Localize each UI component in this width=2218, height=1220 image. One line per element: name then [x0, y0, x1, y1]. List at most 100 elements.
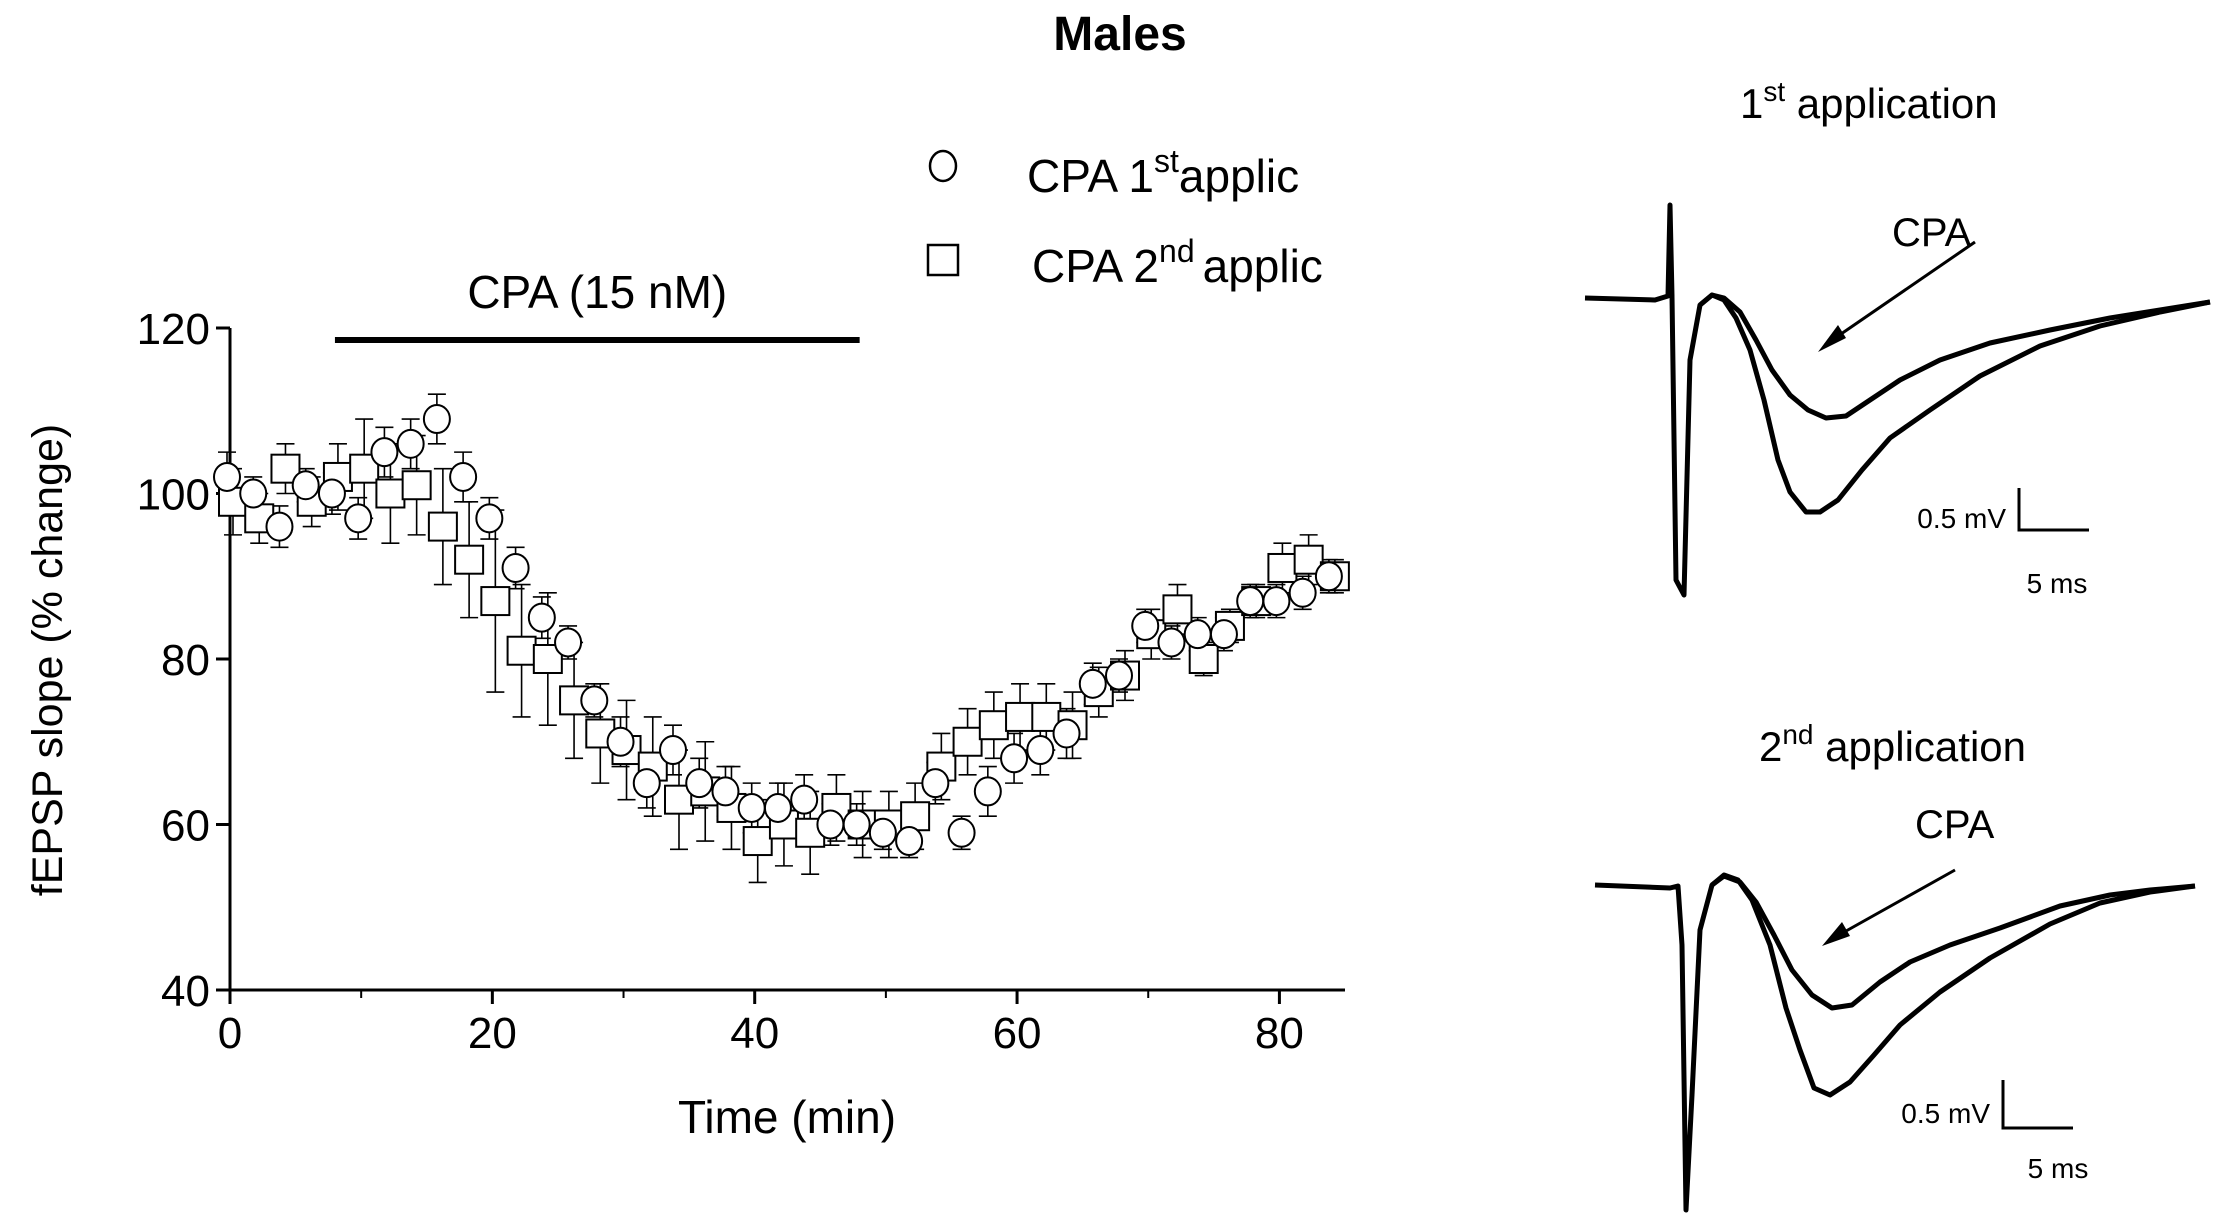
point-2nd-17 [664, 784, 694, 815]
point-1st-12 [527, 602, 556, 633]
trace-2-heading-rest: application [1814, 723, 2026, 770]
point-1st-5 [344, 503, 373, 534]
point-1st-0 [213, 461, 241, 492]
point-1st-8 [422, 404, 451, 435]
trace-2-control-waveform [1594, 872, 2196, 1213]
legend-entry-1-ordinal: 1 [1128, 150, 1154, 202]
point-1st-30 [1000, 743, 1029, 774]
trace-1-heading-sup: st [1763, 76, 1785, 107]
y-tick-label-120: 120 [137, 305, 210, 354]
x-tick-label-0: 0 [218, 1009, 242, 1058]
point-1st-16 [632, 768, 661, 799]
figure-title: Males [1053, 8, 1186, 61]
point-2nd-11 [506, 635, 537, 666]
point-1st-27 [921, 768, 950, 799]
point-1st-1 [239, 478, 268, 509]
x-tick-label-40: 40 [730, 1009, 779, 1058]
legend-entry-2-sup: nd [1159, 233, 1195, 269]
legend-entry-2-name: CPA [1032, 240, 1123, 292]
legend-entry-2: CPA 2nd applic [1032, 233, 1323, 292]
x-tick-label-60: 60 [993, 1009, 1042, 1058]
point-1st-11 [501, 552, 530, 583]
trace-1-cpa-waveform [1698, 292, 2211, 421]
point-2nd-37 [1188, 644, 1219, 674]
point-2nd-7 [401, 470, 432, 501]
point-1st-42 [1314, 561, 1343, 592]
legend-entry-1-name: CPA [1027, 150, 1118, 202]
point-1st-2 [265, 511, 294, 542]
point-2nd-26 [900, 801, 931, 832]
point-1st-22 [790, 784, 819, 815]
point-1st-15 [606, 726, 635, 757]
point-1st-6 [370, 437, 399, 468]
trace-panel-1: 1st application CPA 0.5 mV 5 ms [1584, 76, 2211, 599]
trace-2-scale-bar [2001, 1080, 2073, 1130]
x-tick-label-20: 20 [468, 1009, 517, 1058]
trace-1-scale-time: 5 ms [2027, 568, 2088, 599]
series-1st-application [213, 404, 1343, 857]
point-2nd-28 [952, 726, 983, 757]
trace-1-cpa-label: CPA [1892, 211, 1972, 255]
y-tick-label-80: 80 [161, 636, 210, 685]
point-1st-19 [711, 776, 740, 807]
point-1st-17 [659, 735, 687, 766]
y-tick-label-40: 40 [161, 967, 210, 1016]
point-1st-23 [816, 809, 845, 840]
point-1st-35 [1131, 610, 1160, 641]
point-1st-26 [895, 826, 924, 857]
point-1st-4 [317, 478, 346, 509]
point-1st-29 [973, 776, 1002, 807]
point-1st-18 [685, 768, 714, 799]
trace-2-cpa-label: CPA [1915, 803, 1995, 847]
trace-2-cpa-arrowhead [1822, 922, 1850, 946]
y-axis-label: fEPSP slope (% change) [24, 424, 72, 896]
trace-1-control-waveform [1584, 202, 2211, 598]
trace-panel-2: 2nd application CPA 0.5 mV 5 ms [1594, 719, 2196, 1213]
x-ticks: 0 20 40 60 80 [218, 990, 1304, 1058]
point-1st-7 [396, 428, 425, 459]
point-2nd-9 [454, 544, 485, 575]
point-2nd-36 [1162, 594, 1193, 625]
point-2nd-6 [375, 478, 406, 509]
point-2nd-10 [480, 586, 511, 617]
legend-circle-marker [928, 149, 958, 183]
point-1st-10 [475, 503, 504, 534]
x-tick-label-80: 80 [1255, 1009, 1304, 1058]
point-1st-25 [868, 817, 897, 848]
trace-2-scale-voltage: 0.5 mV [1901, 1098, 1990, 1129]
point-2nd-29 [978, 710, 1009, 741]
point-1st-14 [580, 685, 609, 716]
point-2nd-30 [1005, 701, 1036, 732]
point-1st-33 [1078, 668, 1107, 699]
legend-entry-2-ordinal: 2 [1133, 240, 1159, 292]
trace-2-heading-sup: nd [1782, 719, 1813, 750]
point-1st-41 [1288, 577, 1317, 608]
legend-square-marker [926, 243, 960, 277]
trace-2-cpa-arrow [1829, 868, 1956, 942]
trace-1-heading-rest: application [1785, 80, 1997, 127]
point-1st-13 [554, 627, 583, 658]
trace-2-cpa-waveform [1710, 873, 2196, 1011]
drug-bar-label: CPA (15 nM) [467, 266, 727, 318]
y-tick-label-100: 100 [137, 471, 210, 520]
point-1st-20 [737, 792, 766, 823]
y-tick-label-60: 60 [161, 802, 210, 851]
time-course-chart: 40 60 80 100 120 0 20 40 60 80 Time (min) fEPSP … [24, 143, 1350, 1143]
trace-1-heading-ordinal: 1 [1740, 80, 1763, 127]
point-1st-31 [1026, 735, 1055, 766]
legend-entry-1: CPA 1stapplic [1027, 143, 1299, 202]
point-2nd-8 [427, 511, 458, 542]
point-1st-9 [449, 461, 478, 492]
point-1st-28 [947, 817, 976, 848]
legend-entry-1-sup: st [1154, 143, 1179, 179]
trace-2-scale-time: 5 ms [2028, 1153, 2089, 1184]
point-1st-21 [763, 792, 792, 823]
legend: CPA 1stapplic CPA 2nd applic [926, 143, 1323, 292]
legend-entry-1-suffix: applic [1179, 150, 1299, 202]
trace-1-cpa-arrowhead [1818, 325, 1846, 352]
x-axis-label: Time (min) [678, 1091, 896, 1143]
point-1st-3 [291, 470, 320, 501]
point-1st-24 [842, 809, 871, 840]
point-2nd-20 [742, 826, 773, 857]
trace-2-heading-ordinal: 2 [1759, 723, 1782, 770]
